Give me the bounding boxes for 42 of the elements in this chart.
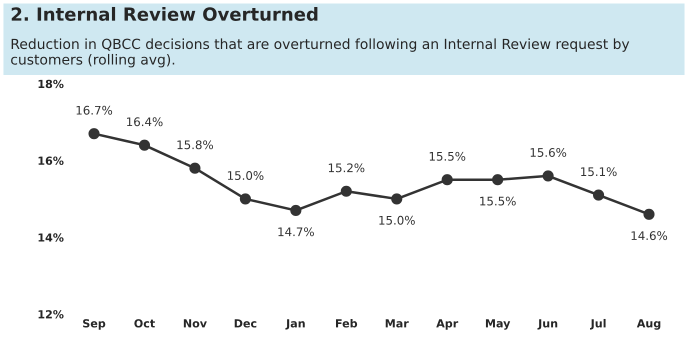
x-tick-label: Jan bbox=[285, 319, 305, 330]
data-label: 15.0% bbox=[228, 171, 264, 180]
point bbox=[189, 162, 200, 174]
data-label: 14.7% bbox=[278, 227, 314, 236]
point bbox=[593, 190, 604, 201]
point bbox=[391, 193, 402, 204]
data-label: 15.0% bbox=[379, 216, 415, 225]
data-label: 15.8% bbox=[177, 140, 214, 150]
chart-subtitle: Reduction in QBCC decisions that are overturned following an Internal Review request by customers (rolling avg). bbox=[11, 38, 630, 68]
point bbox=[240, 193, 251, 204]
data-label: 15.5% bbox=[430, 152, 466, 161]
data-label: 14.6% bbox=[632, 231, 668, 240]
x-tick-label: Nov bbox=[184, 319, 207, 328]
data-label: 15.2% bbox=[328, 163, 364, 172]
point bbox=[542, 170, 554, 182]
y-tick-label: 14% bbox=[38, 233, 64, 242]
point bbox=[643, 208, 655, 220]
x-tick-label: Oct bbox=[134, 319, 155, 328]
point bbox=[492, 174, 504, 186]
data-label: 16.7% bbox=[76, 106, 112, 115]
x-tick-label: Sep bbox=[83, 319, 106, 330]
point bbox=[442, 174, 453, 186]
x-tick-label: Mar bbox=[386, 319, 409, 328]
x-tick-label: Aug bbox=[636, 319, 660, 330]
x-tick-label: May bbox=[486, 319, 510, 330]
point bbox=[340, 186, 352, 197]
point bbox=[138, 140, 150, 151]
y-tick-label: 12% bbox=[38, 310, 64, 318]
x-tick-label: Apr bbox=[436, 319, 458, 330]
data-label: 16.4% bbox=[127, 117, 163, 126]
chart-title: 2. Internal Review Overturned bbox=[12, 6, 318, 21]
point bbox=[290, 204, 302, 216]
x-tick-label: Jun bbox=[538, 319, 558, 330]
x-tick-label: Jul bbox=[590, 318, 606, 330]
y-tick-label: 18% bbox=[38, 80, 64, 88]
data-label: 15.5% bbox=[480, 196, 516, 206]
point bbox=[88, 128, 100, 140]
y-tick-label: 16% bbox=[38, 156, 64, 165]
data-label: 15.6% bbox=[530, 148, 566, 157]
x-tick-label: Dec bbox=[234, 319, 256, 328]
x-tick-label: Feb bbox=[336, 318, 358, 328]
data-label: 15.1% bbox=[581, 167, 617, 176]
